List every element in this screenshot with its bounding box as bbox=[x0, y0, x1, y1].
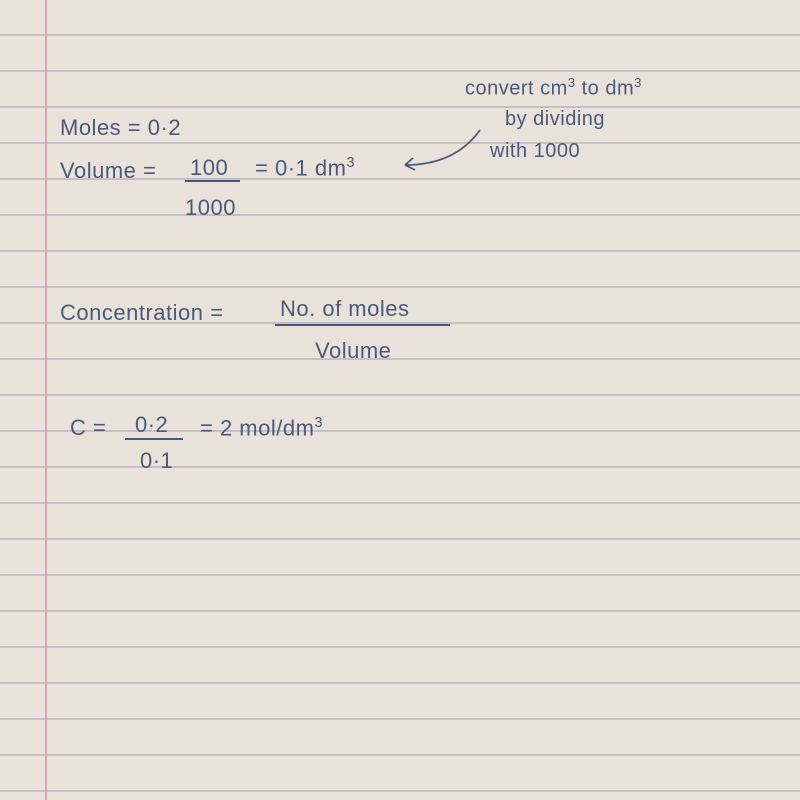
annotation-line3: with 1000 bbox=[490, 140, 580, 163]
concentration-denominator: Volume bbox=[315, 338, 391, 364]
concentration-fraction-line bbox=[275, 324, 450, 326]
volume-denominator: 1000 bbox=[185, 195, 236, 221]
annotation-line2: by dividing bbox=[505, 108, 605, 131]
c-fraction-line bbox=[125, 438, 183, 440]
arrow-curve bbox=[395, 120, 485, 180]
c-label: C = bbox=[70, 415, 106, 441]
ruled-paper: Moles = 0·2 Volume = 100 1000 = 0·1 dm3 … bbox=[0, 0, 800, 800]
volume-result: = 0·1 dm3 bbox=[255, 155, 355, 181]
c-numerator: 0·2 bbox=[135, 412, 168, 438]
volume-fraction-line bbox=[185, 180, 240, 182]
concentration-numerator: No. of moles bbox=[280, 296, 410, 322]
margin-line bbox=[45, 0, 47, 800]
volume-label: Volume = bbox=[60, 158, 156, 184]
moles-text: Moles = 0·2 bbox=[60, 115, 181, 141]
c-denominator: 0·1 bbox=[140, 448, 173, 474]
c-result: = 2 mol/dm3 bbox=[200, 415, 323, 441]
annotation-line1: convert cm3 to dm3 bbox=[465, 75, 642, 101]
concentration-label: Concentration = bbox=[60, 300, 223, 326]
volume-numerator: 100 bbox=[190, 155, 228, 181]
